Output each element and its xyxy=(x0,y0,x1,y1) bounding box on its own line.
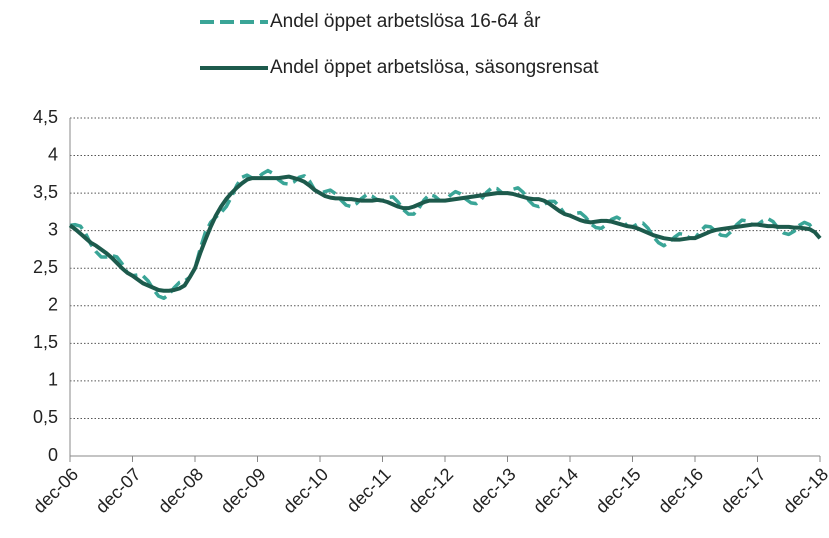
y-tick-label: 0,5 xyxy=(33,407,58,427)
y-tick-label: 0 xyxy=(48,445,58,465)
x-tick-label: dec-18 xyxy=(779,464,829,517)
x-tick-label: dec-12 xyxy=(404,464,457,517)
legend-text: Andel öppet arbetslösa 16-64 år xyxy=(270,11,541,32)
series-line xyxy=(68,174,822,293)
legend-text: Andel öppet arbetslösa, säsongsrensat xyxy=(270,57,599,78)
y-tick-label: 3,5 xyxy=(33,182,58,202)
x-tick-label: dec-14 xyxy=(529,464,582,517)
y-tick-label: 1,5 xyxy=(33,332,58,352)
y-tick-label: 4,5 xyxy=(33,107,58,127)
y-tick-label: 4 xyxy=(48,144,58,164)
x-tick-label: dec-11 xyxy=(343,464,395,516)
y-tick-label: 2 xyxy=(48,295,58,315)
x-tick-label: dec-15 xyxy=(592,464,645,517)
x-tick-label: dec-06 xyxy=(29,464,82,517)
x-tick-label: dec-09 xyxy=(217,464,270,517)
y-tick-label: 1 xyxy=(48,370,58,390)
x-tick-label: dec-16 xyxy=(654,464,707,517)
x-tick-label: dec-07 xyxy=(92,464,145,517)
x-tick-label: dec-17 xyxy=(717,464,770,517)
y-tick-label: 2,5 xyxy=(33,257,58,277)
x-tick-label: dec-13 xyxy=(467,464,520,517)
x-tick-label: dec-10 xyxy=(279,464,332,517)
y-tick-label: 3 xyxy=(48,219,58,239)
x-tick-label: dec-08 xyxy=(154,464,207,517)
